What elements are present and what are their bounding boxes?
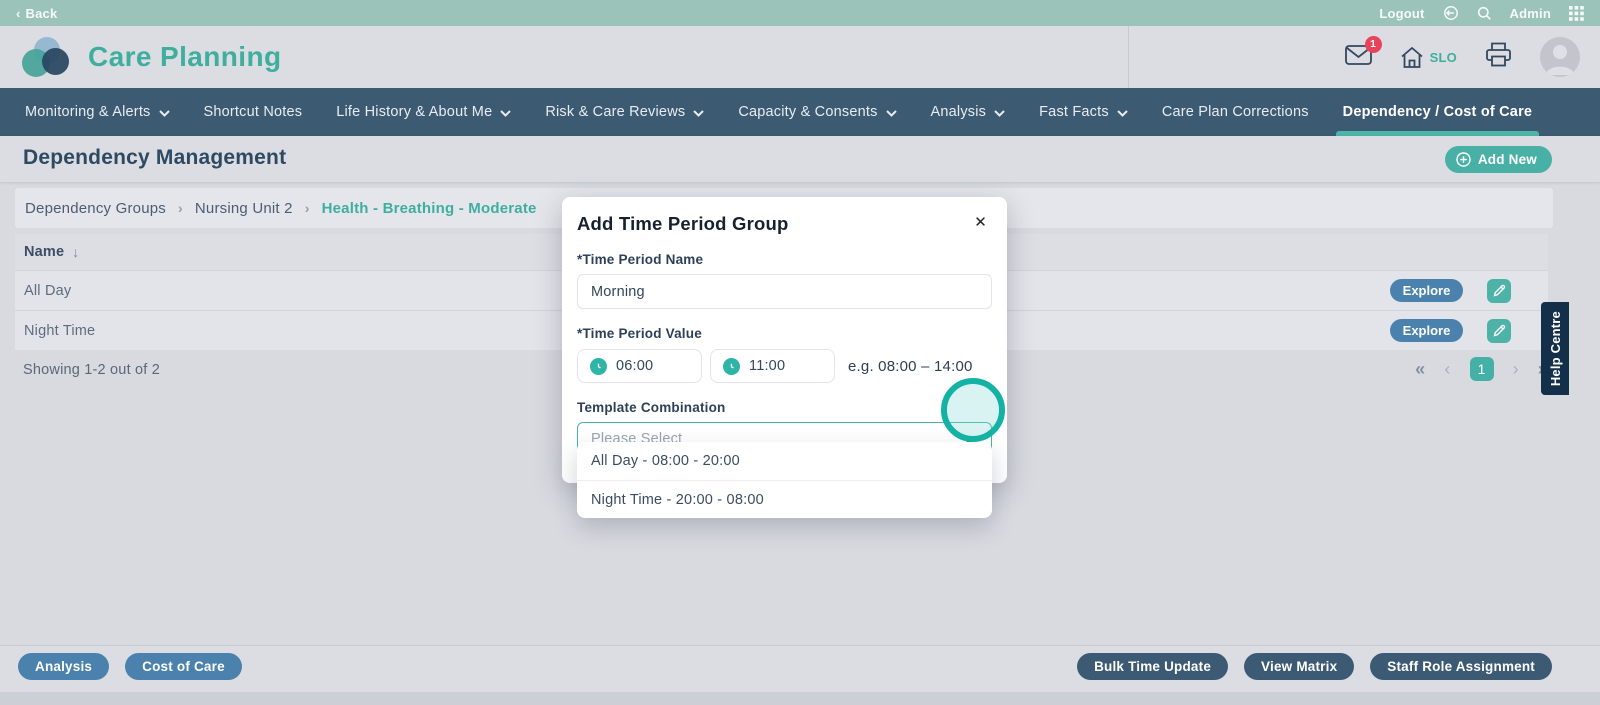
footer-bar: Analysis Cost of Care Bulk Time Update V… [0, 645, 1600, 692]
app-header: Care Planning 1 SLO [0, 26, 1600, 88]
time-to-input[interactable]: 11:00 [710, 349, 835, 383]
first-page-icon[interactable]: « [1415, 359, 1426, 379]
chevron-down-icon [693, 108, 705, 117]
prev-page-icon[interactable]: ‹ [1444, 359, 1451, 379]
chevron-down-icon [500, 108, 512, 117]
sort-desc-icon[interactable]: ↓ [72, 244, 80, 260]
dropdown-option-night-time[interactable]: Night Time - 20:00 - 08:00 [577, 480, 992, 518]
edit-button[interactable] [1487, 318, 1511, 343]
print-icon[interactable] [1485, 42, 1512, 72]
template-combination-label: Template Combination [577, 400, 726, 415]
nav-risk-care-reviews[interactable]: Risk & Care Reviews [528, 88, 721, 136]
chevron-down-icon [885, 108, 897, 117]
home-icon [1401, 46, 1423, 68]
search-icon[interactable] [1477, 6, 1492, 21]
page-title: Dependency Management [23, 146, 287, 169]
analysis-button[interactable]: Analysis [18, 653, 110, 680]
nav-dependency-cost-of-care[interactable]: Dependency / Cost of Care [1326, 88, 1550, 136]
back-chevron-icon: ‹ [16, 5, 21, 21]
mail-badge: 1 [1364, 35, 1382, 53]
main-nav: Monitoring & Alerts Shortcut Notes Life … [0, 88, 1600, 136]
chevron-down-icon [1117, 108, 1128, 117]
time-period-name-input[interactable] [577, 274, 992, 309]
nav-care-plan-corrections[interactable]: Care Plan Corrections [1161, 104, 1309, 120]
bottom-strip [0, 692, 1600, 705]
breadcrumb-chevron-icon: › [178, 200, 183, 216]
row-name: Night Time [24, 322, 96, 339]
time-from-input[interactable]: 06:00 [577, 349, 702, 383]
staff-role-assignment-button[interactable]: Staff Role Assignment [1370, 653, 1552, 680]
view-matrix-button[interactable]: View Matrix [1244, 653, 1355, 680]
help-centre-tab[interactable]: Help Centre [1541, 302, 1569, 395]
modal-title: Add Time Period Group [577, 213, 789, 234]
current-page-button[interactable]: 1 [1469, 357, 1494, 381]
results-summary: Showing 1-2 out of 2 [23, 362, 161, 378]
back-link[interactable]: ‹ Back [16, 6, 57, 21]
logo-circles-icon [22, 35, 76, 79]
breadcrumb: Dependency Groups › Nursing Unit 2 › Hea… [15, 188, 1553, 228]
avatar[interactable] [1540, 37, 1580, 77]
time-period-name-label: *Time Period Name [577, 252, 704, 267]
top-bar: ‹ Back Logout Admin [0, 0, 1600, 26]
close-icon[interactable]: ✕ [974, 214, 987, 231]
title-bar: Dependency Management Add New [0, 136, 1600, 182]
logout-link[interactable]: Logout [1379, 5, 1425, 21]
breadcrumb-current: Health - Breathing - Moderate [321, 199, 537, 217]
home-label: SLO [1429, 49, 1457, 65]
explore-button[interactable]: Explore [1390, 319, 1463, 342]
chevron-down-icon [158, 108, 170, 117]
breadcrumb-nursing-unit[interactable]: Nursing Unit 2 [194, 199, 293, 217]
add-new-button[interactable]: Add New [1444, 146, 1552, 173]
edit-button[interactable] [1487, 278, 1511, 303]
logout-icon[interactable] [1443, 5, 1459, 21]
breadcrumb-chevron-icon: › [304, 200, 310, 216]
app-title: Care Planning [88, 41, 282, 72]
chevron-down-icon [994, 108, 1005, 117]
app-logo[interactable]: Care Planning [22, 35, 281, 79]
admin-link[interactable]: Admin [1509, 5, 1551, 21]
nav-analysis[interactable]: Analysis [914, 88, 1023, 136]
add-time-period-group-modal: Add Time Period Group ✕ *Time Period Nam… [562, 197, 1007, 483]
next-page-icon[interactable]: › [1512, 359, 1519, 379]
pencil-icon [1492, 284, 1505, 297]
circle-plus-icon [1456, 152, 1471, 167]
home-button[interactable]: SLO [1400, 46, 1457, 69]
pagination: « ‹ 1 › » [1415, 357, 1548, 381]
clock-icon [723, 357, 740, 375]
nav-monitoring-alerts[interactable]: Monitoring & Alerts [8, 88, 187, 136]
time-format-hint: e.g. 08:00 – 14:00 [848, 357, 973, 375]
header-divider [1128, 26, 1129, 88]
pencil-icon [1492, 324, 1505, 337]
explore-button[interactable]: Explore [1390, 279, 1463, 302]
mail-icon[interactable]: 1 [1344, 35, 1382, 71]
nav-capacity-consents[interactable]: Capacity & Consents [721, 88, 913, 136]
breadcrumb-dependency-groups[interactable]: Dependency Groups [25, 199, 166, 217]
name-column-header[interactable]: Name [24, 244, 65, 260]
apps-grid-icon[interactable] [1569, 5, 1584, 21]
nav-fast-facts[interactable]: Fast Facts [1022, 88, 1145, 136]
clock-icon [590, 357, 607, 375]
bulk-time-update-button[interactable]: Bulk Time Update [1077, 653, 1229, 680]
template-combination-dropdown: All Day - 08:00 - 20:00 Night Time - 20:… [577, 442, 992, 518]
row-name: All Day [24, 282, 72, 299]
dropdown-option-all-day[interactable]: All Day - 08:00 - 20:00 [591, 453, 740, 469]
nav-life-history[interactable]: Life History & About Me [319, 88, 528, 136]
cost-of-care-button[interactable]: Cost of Care [125, 653, 242, 680]
nav-shortcut-notes[interactable]: Shortcut Notes [203, 104, 303, 120]
back-label: Back [25, 5, 58, 21]
time-period-value-label: *Time Period Value [577, 326, 702, 341]
